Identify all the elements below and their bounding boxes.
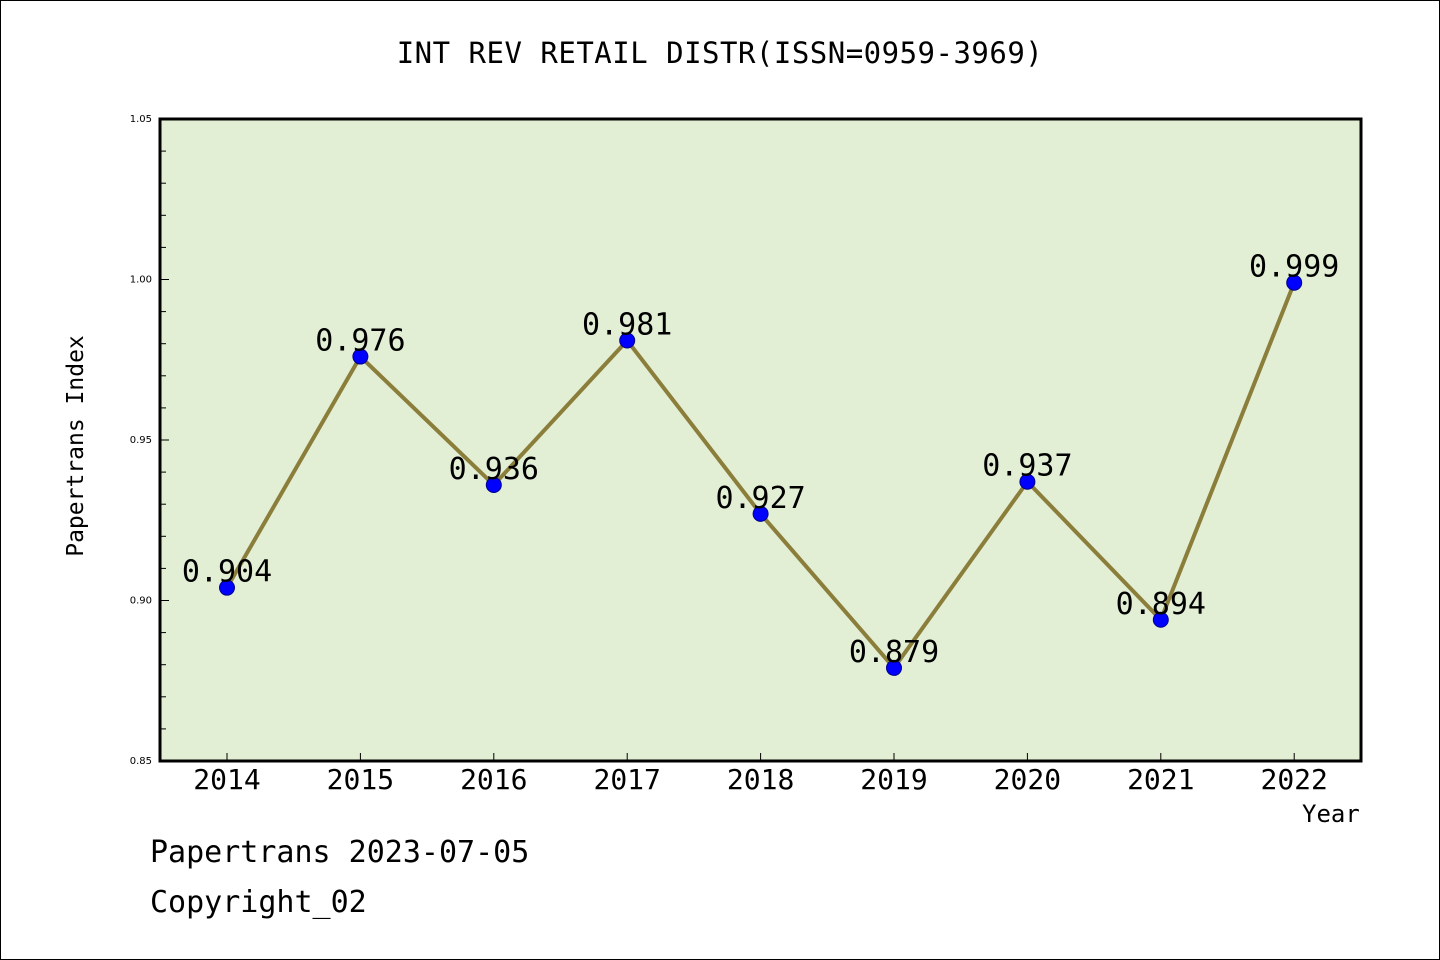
footer-date: Papertrans 2023-07-05 — [150, 835, 530, 870]
footer-copyright: Copyright_02 — [150, 885, 367, 920]
x-tick-label: 2021 — [1127, 763, 1194, 796]
data-point — [1152, 611, 1169, 628]
data-point — [752, 505, 769, 522]
x-tick-label: 2014 — [193, 763, 260, 796]
y-tick-label: 1.05 — [130, 114, 152, 125]
plot-border — [158, 117, 1363, 763]
x-tick-label: 2018 — [727, 763, 794, 796]
data-point — [219, 579, 235, 596]
y-tick-label: 1.00 — [130, 275, 152, 286]
x-tick-label: 2015 — [327, 763, 394, 796]
data-label: 0.894 — [1116, 587, 1206, 622]
data-label: 0.937 — [982, 449, 1072, 484]
y-tick-label: 0.85 — [130, 756, 152, 767]
plot-area — [160, 119, 1361, 761]
x-tick-label: 2019 — [860, 763, 927, 796]
data-point — [352, 348, 369, 365]
x-axis-ticks: 2014 2015 2016 2017 2018 2019 2020 2021 2022 — [193, 753, 1328, 796]
chart-title: INT REV RETAIL DISTR(ISSN=0959-3969) — [396, 36, 1044, 70]
data-label: 0.879 — [849, 635, 939, 670]
x-tick-label: 2017 — [593, 763, 660, 796]
x-tick-label: 2020 — [994, 763, 1061, 796]
data-label: 0.927 — [715, 481, 805, 516]
data-label: 0.999 — [1249, 250, 1339, 285]
data-label: 0.981 — [582, 307, 672, 342]
data-points — [219, 274, 1303, 676]
x-tick-label: 2022 — [1260, 763, 1327, 796]
x-tick-label: 2016 — [460, 763, 527, 796]
x-axis-label: Year — [1302, 800, 1360, 828]
data-label: 0.904 — [182, 555, 272, 590]
data-point — [1286, 274, 1303, 291]
data-point — [1019, 473, 1036, 490]
y-tick-label: 0.95 — [130, 435, 152, 446]
y-tick-label: 0.90 — [130, 596, 152, 607]
data-labels: 0.904 0.976 0.936 0.981 0.927 0.879 0.937 0.894… — [182, 250, 1340, 670]
data-label: 0.976 — [315, 324, 405, 359]
data-point — [619, 332, 636, 349]
data-label: 0.936 — [449, 452, 539, 487]
data-point — [886, 659, 902, 676]
data-point — [485, 476, 502, 493]
